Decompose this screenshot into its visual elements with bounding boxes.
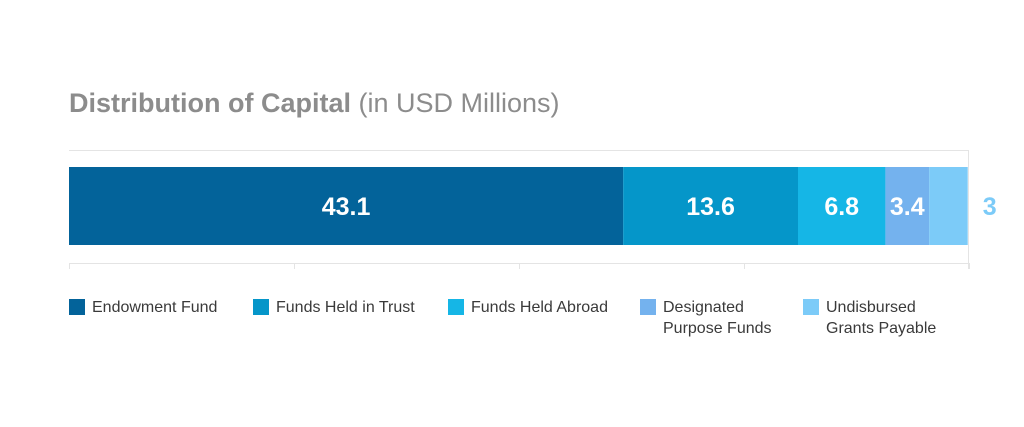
legend-label: Designated Purpose Funds [663, 299, 772, 337]
legend-label: Funds Held Abroad [471, 299, 608, 316]
legend-swatch [69, 299, 85, 315]
chart-frame [69, 150, 970, 269]
bar-segment [929, 167, 968, 245]
legend-item: Designated Purpose Funds [640, 297, 772, 339]
legend-item: Funds Held in Trust [253, 297, 415, 318]
chart-legend: Endowment Fund Funds Held in Trust Funds H… [0, 297, 1024, 357]
bar-value-label: 43.1 [322, 193, 371, 221]
chart-title-sub: (in USD Millions) [358, 88, 560, 118]
bar-segment [885, 167, 930, 245]
chart-title-main: Distribution of Capital [69, 88, 351, 118]
bar-segment [798, 167, 886, 245]
legend-label: Endowment Fund [92, 299, 218, 316]
legend-swatch [253, 299, 269, 315]
chart-title: Distribution of Capital (in USD Millions… [69, 88, 560, 119]
bar-segment [69, 167, 624, 245]
legend-item: Endowment Fund [69, 297, 217, 318]
bar-value-label: 6.8 [824, 193, 859, 221]
bar-value-labels: 43.1 13.6 6.8 3.4 3 [322, 193, 997, 221]
legend-swatch [640, 299, 656, 315]
legend-label: Undisbursed Grants Payable [826, 299, 937, 337]
bar-value-label: 3.4 [890, 193, 925, 221]
legend-item: Funds Held Abroad [448, 297, 608, 318]
legend-item: Undisbursed Grants Payable [803, 297, 936, 339]
bar-segment [623, 167, 798, 245]
stacked-bar-chart: 43.1 13.6 6.8 3.4 3 [69, 150, 997, 269]
legend-swatch [448, 299, 464, 315]
bar-value-label: 13.6 [686, 193, 735, 221]
bar-value-label: 3 [983, 193, 997, 221]
bar-segments [69, 167, 968, 245]
legend-swatch [803, 299, 819, 315]
legend-label: Funds Held in Trust [276, 299, 415, 316]
